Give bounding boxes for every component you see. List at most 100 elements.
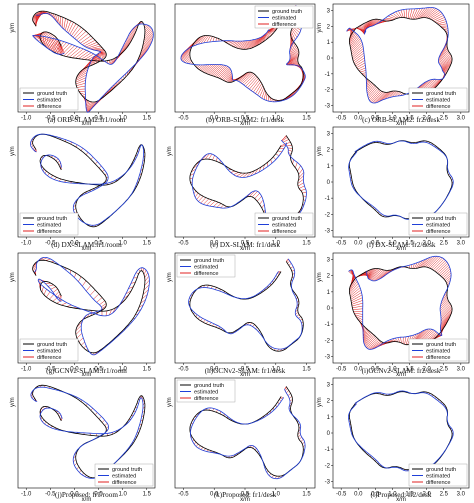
difference-segment	[439, 54, 452, 66]
difference-segment	[421, 257, 431, 268]
difference-segment	[420, 79, 432, 90]
difference-segment	[367, 338, 379, 349]
difference-segment	[140, 42, 152, 54]
difference-segment	[414, 8, 421, 20]
difference-segment	[420, 258, 428, 268]
legend-box	[408, 87, 468, 111]
difference-segment	[259, 87, 265, 97]
difference-segment	[219, 411, 222, 415]
difference-segment	[44, 35, 55, 47]
difference-segment	[298, 436, 302, 440]
difference-segment	[238, 40, 250, 49]
estimated-trajectory	[189, 388, 306, 480]
difference-lines	[348, 140, 454, 220]
x-axis-label: x/m	[82, 121, 92, 127]
difference-segment	[78, 51, 89, 59]
legend-box	[19, 212, 79, 236]
difference-segment	[303, 195, 307, 197]
difference-segment	[354, 314, 363, 318]
difference-segment	[441, 60, 453, 69]
y-tick-label: 1	[327, 40, 331, 46]
legend-entry: estimated	[272, 16, 296, 22]
legend-entry: ground truth	[37, 91, 67, 97]
legend-entry: estimated	[37, 349, 61, 355]
difference-segment	[443, 70, 448, 72]
y-axis-label: y/m	[317, 397, 323, 407]
y-tick-label: -3	[325, 228, 331, 234]
ground-truth-trajectory	[32, 384, 146, 479]
difference-segment	[144, 272, 149, 278]
difference-segment	[216, 409, 218, 413]
difference-segment	[68, 22, 74, 34]
difference-segment	[254, 36, 263, 47]
difference-segment	[349, 33, 357, 44]
difference-segment	[45, 258, 51, 261]
x-tick-label: -1.0	[21, 367, 32, 373]
difference-segment	[289, 50, 299, 61]
difference-segment	[100, 52, 104, 60]
difference-segment	[414, 262, 418, 269]
difference-segment	[423, 256, 433, 267]
x-axis-label: x/m	[396, 246, 406, 252]
difference-segment	[376, 92, 388, 103]
y-tick-label: 3	[327, 8, 331, 14]
difference-segment	[364, 334, 375, 347]
difference-segment	[440, 297, 448, 305]
difference-segment	[240, 39, 252, 50]
difference-segment	[140, 299, 146, 304]
difference-segment	[367, 86, 377, 97]
difference-segment	[58, 294, 62, 301]
x-tick-label: 1.5	[405, 116, 414, 122]
difference-segment	[181, 46, 193, 57]
difference-segment	[263, 91, 267, 100]
difference-segment	[239, 172, 246, 178]
x-tick-label: 0.0	[70, 492, 79, 498]
difference-segment	[441, 61, 452, 69]
difference-segment	[112, 83, 119, 87]
difference-segment	[204, 64, 214, 73]
difference-segment	[89, 289, 96, 296]
x-tick-label: 1.5	[405, 241, 414, 247]
difference-segment	[445, 277, 452, 283]
estimated-trajectory	[34, 257, 150, 356]
difference-segment	[75, 329, 82, 335]
difference-segment	[409, 8, 413, 19]
difference-segment	[195, 35, 204, 46]
legend-box	[176, 379, 236, 403]
difference-segment	[352, 308, 363, 310]
legend-entry: ground truth	[426, 91, 456, 97]
difference-segment	[355, 60, 365, 67]
difference-segment	[422, 79, 434, 90]
y-tick-label: 1	[327, 164, 331, 170]
difference-segment	[85, 403, 88, 406]
difference-segment	[144, 279, 150, 286]
difference-segment	[239, 72, 251, 83]
difference-segment	[356, 62, 366, 68]
difference-segment	[123, 34, 135, 46]
difference-segment	[398, 10, 403, 18]
difference-segment	[357, 65, 366, 70]
difference-segment	[244, 38, 257, 50]
difference-segment	[75, 72, 88, 80]
difference-segment	[80, 147, 83, 151]
difference-segment	[446, 279, 451, 284]
difference-segment	[138, 304, 144, 308]
difference-segment	[366, 81, 371, 88]
difference-segment	[228, 76, 233, 83]
difference-segment	[109, 309, 112, 316]
x-tick-label: 2.0	[422, 367, 431, 373]
difference-segment	[428, 10, 440, 19]
difference-segment	[286, 57, 299, 65]
difference-segment	[298, 175, 304, 181]
difference-segment	[120, 78, 124, 80]
difference-segment	[361, 24, 365, 35]
difference-segment	[181, 51, 191, 60]
y-tick-label: -2	[325, 463, 331, 469]
difference-segment	[72, 27, 82, 38]
difference-segment	[270, 159, 273, 164]
difference-segment	[412, 8, 418, 20]
panel-1: -1.0 -0.5 0.0 0.5 1.0 1.5 x/m y/m ground truthes…	[10, 3, 156, 127]
difference-segment	[142, 289, 149, 295]
difference-segment	[243, 39, 256, 50]
